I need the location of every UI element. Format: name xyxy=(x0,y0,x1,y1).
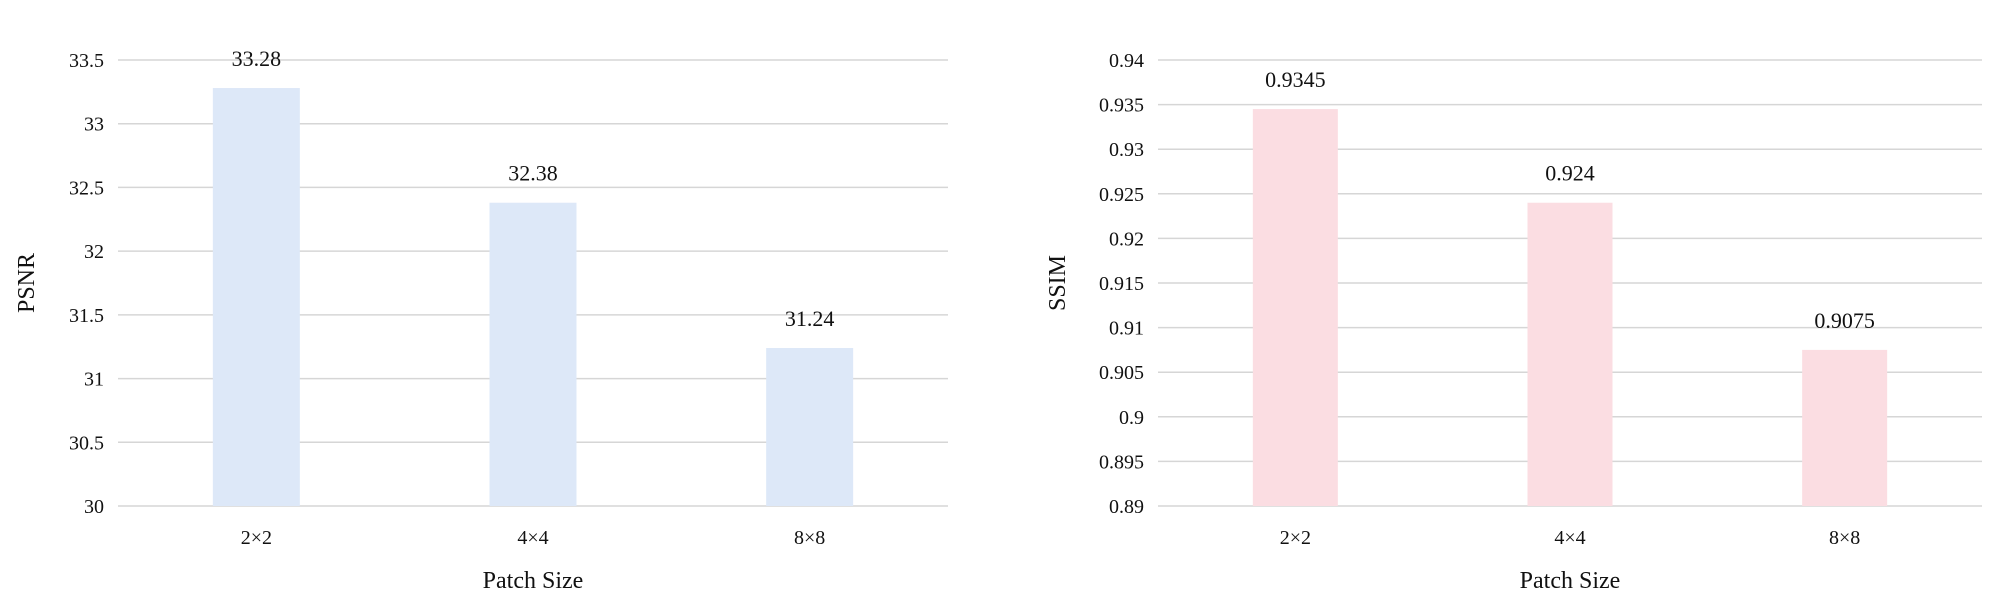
chart-1-data-label: 31.24 xyxy=(785,306,835,331)
chart-1-y-tick-label: 33.5 xyxy=(69,50,104,72)
chart-2-y-tick-label: 0.94 xyxy=(1109,50,1144,72)
chart-2-y-tick-label: 0.915 xyxy=(1099,273,1144,295)
chart-1-x-tick-label: 4×4 xyxy=(517,527,548,549)
chart-2-x-axis-label: Patch Size xyxy=(1520,568,1621,594)
chart-2-y-tick-label: 0.9 xyxy=(1119,407,1144,429)
chart-2-data-label: 0.9345 xyxy=(1265,67,1326,92)
chart-1-x-tick-label: 8×8 xyxy=(794,527,825,549)
chart-2-data-label: 0.9075 xyxy=(1814,308,1875,333)
chart-1-y-tick-label: 32 xyxy=(84,241,104,263)
chart-2-y-tick-label: 0.93 xyxy=(1109,139,1144,161)
chart-1-y-tick-label: 33 xyxy=(84,114,104,136)
chart-2-x-tick-label: 4×4 xyxy=(1554,527,1585,549)
chart-1-y-tick-label: 30.5 xyxy=(69,432,104,454)
chart-1-data-label: 33.28 xyxy=(232,46,282,71)
chart-1-bar xyxy=(766,347,854,506)
chart-1-y-tick-label: 31 xyxy=(84,369,104,391)
chart-2-bar xyxy=(1802,349,1888,506)
chart-1-y-tick-label: 31.5 xyxy=(69,305,104,327)
chart-2-x-tick-label: 8×8 xyxy=(1829,527,1860,549)
chart-1-bar xyxy=(489,202,577,506)
chart-1-y-tick-label: 30 xyxy=(84,496,104,518)
chart-2-y-tick-label: 0.92 xyxy=(1109,228,1144,250)
chart-2-y-tick-label: 0.89 xyxy=(1109,496,1144,518)
chart-2-y-tick-label: 0.925 xyxy=(1099,184,1144,206)
chart-1-data-label: 32.38 xyxy=(508,161,558,186)
chart-1-y-axis-label: PSNR xyxy=(14,253,40,313)
chart-2-bar xyxy=(1527,202,1613,506)
chart-1-y-tick-label: 32.5 xyxy=(69,177,104,199)
chart-1-bar xyxy=(212,88,300,506)
chart-2-x-tick-label: 2×2 xyxy=(1280,527,1311,549)
chart-2: 0.89 0.895 0.9 0.905 0.91 0.915 0.92 0.925 0.93 0… xyxy=(1045,50,1982,594)
chart-2-y-tick-label: 0.895 xyxy=(1099,451,1144,473)
chart-2-y-tick-label: 0.935 xyxy=(1099,95,1144,117)
chart-1: 30 30.5 31 31.5 32 32.5 33 33.5 33.28 2×2 32.38 4×4… xyxy=(14,46,948,594)
chart-2-y-axis-label: SSIM xyxy=(1045,255,1071,311)
chart-2-y-tick-label: 0.905 xyxy=(1099,362,1144,384)
chart-1-x-axis-label: Patch Size xyxy=(483,568,584,594)
chart-2-bar xyxy=(1252,109,1338,506)
chart-2-y-tick-label: 0.91 xyxy=(1109,318,1144,340)
chart-1-x-tick-label: 2×2 xyxy=(241,527,272,549)
chart-2-data-label: 0.924 xyxy=(1545,161,1595,186)
